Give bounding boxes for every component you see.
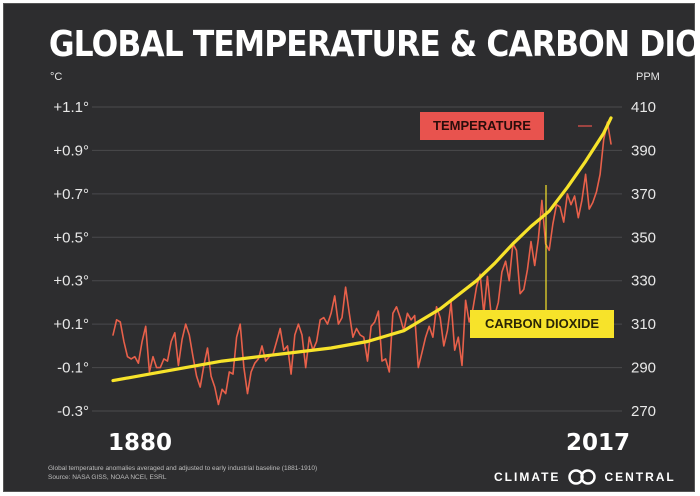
right-tick-label: 310: [631, 316, 656, 333]
temperature-callout: TEMPERATURE: [420, 112, 544, 140]
left-tick-label: -0.3°: [57, 403, 89, 420]
co2-series-line: [111, 116, 613, 383]
series-layer: [111, 116, 613, 406]
right-tick-label: 270: [631, 403, 656, 420]
left-axis-ticks: +1.1° +0.9° +0.7° +0.5° +0.3° +0.1° -0.1° -0.3°: [53, 99, 89, 420]
right-axis-ticks: 410 390 370 350 330 310 290 270: [631, 99, 656, 420]
temperature-series-line: [112, 121, 612, 406]
left-tick-label: +0.7°: [53, 186, 89, 203]
grid-layer: [92, 106, 622, 412]
right-tick-label: 390: [631, 142, 656, 159]
footnote-line-2: Source: NASA GISS, NOAA NCEI, ESRL: [48, 474, 167, 481]
left-tick-label: -0.1°: [57, 360, 89, 377]
left-tick-label: +0.1°: [53, 316, 89, 333]
right-tick-label: 290: [631, 360, 656, 377]
right-tick-label: 410: [631, 99, 656, 116]
right-tick-label: 330: [631, 273, 656, 290]
co2-callout: CARBON DIOXIDE: [470, 310, 614, 338]
brand-logo: CLIMATE CENTRAL: [494, 467, 676, 487]
x-start-label: 1880: [108, 430, 172, 456]
right-axis-unit: PPM: [636, 71, 660, 83]
left-tick-label: +0.5°: [53, 229, 89, 246]
x-end-label: 2017: [566, 430, 630, 456]
left-tick-label: +0.9°: [53, 142, 89, 159]
linked-rings-icon: [568, 469, 597, 485]
brand-text-right: CENTRAL: [604, 470, 676, 484]
left-axis-unit: °C: [50, 71, 62, 83]
left-tick-label: +0.3°: [53, 273, 89, 290]
right-tick-label: 370: [631, 186, 656, 203]
right-tick-label: 350: [631, 229, 656, 246]
footnote: Global temperature anomalies averaged an…: [48, 464, 468, 482]
left-tick-label: +1.1°: [53, 99, 89, 116]
brand-text-left: CLIMATE: [494, 470, 561, 484]
chart-title: GLOBAL TEMPERATURE & CARBON DIOXIDE: [48, 24, 700, 65]
footnote-line-1: Global temperature anomalies averaged an…: [48, 465, 318, 472]
